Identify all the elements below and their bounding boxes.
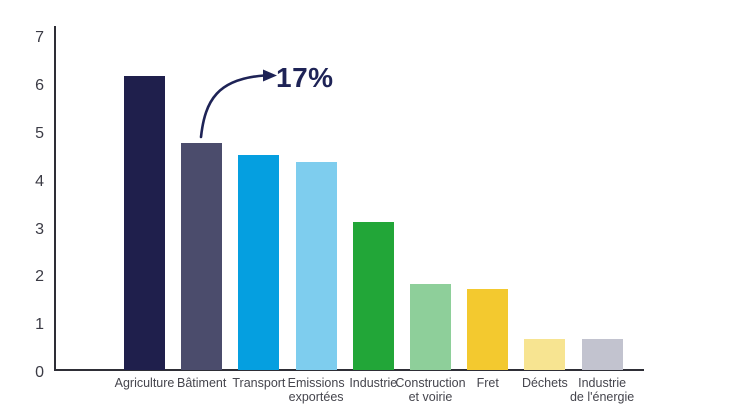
y-axis-tick: 4 xyxy=(35,172,44,190)
x-axis-label: Construction et voirie xyxy=(395,376,466,404)
bar xyxy=(524,338,566,370)
y-axis-tick: 5 xyxy=(35,125,44,142)
y-axis-tick: 3 xyxy=(35,220,44,238)
x-axis-label: Emissions exportées xyxy=(287,376,345,404)
bar xyxy=(410,283,451,370)
bar xyxy=(124,76,165,370)
bar xyxy=(181,142,223,370)
y-axis-tick: 0 xyxy=(35,364,44,381)
x-axis-label: Fret xyxy=(476,376,499,390)
x-axis-label: Industrie de l'énergie xyxy=(569,376,635,404)
x-axis-label: Agriculture xyxy=(114,376,175,390)
x-axis-label: Industrie xyxy=(349,376,398,390)
y-axis-tick: 6 xyxy=(35,77,44,95)
bar xyxy=(295,162,337,370)
y-axis-tick: 1 xyxy=(35,316,44,334)
x-axis-label: Bâtiment xyxy=(177,376,227,390)
x-axis-label: Transport xyxy=(232,376,286,390)
y-axis-line xyxy=(54,26,56,371)
annotation-value: 17% xyxy=(276,62,334,93)
x-axis-line xyxy=(54,369,644,371)
x-axis-label: Déchets xyxy=(521,376,568,390)
bar xyxy=(238,154,280,370)
y-axis-tick: 7 xyxy=(35,29,44,47)
y-axis-tick: 2 xyxy=(35,268,44,286)
bar xyxy=(352,221,394,370)
bar xyxy=(581,338,623,370)
bar xyxy=(467,288,509,370)
